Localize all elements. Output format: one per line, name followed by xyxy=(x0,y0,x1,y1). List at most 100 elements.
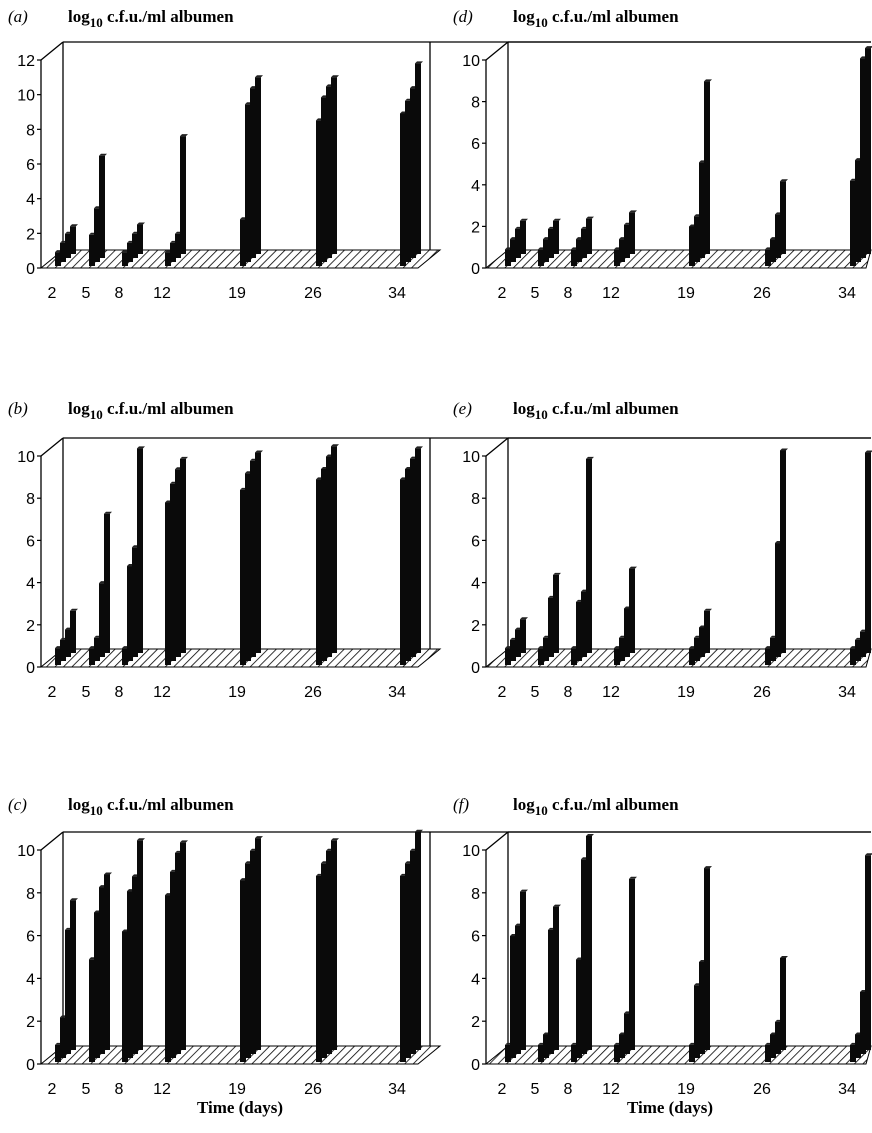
bar-cap xyxy=(180,840,188,843)
bar-cap xyxy=(415,61,423,64)
bar xyxy=(765,648,771,665)
panel-label: (e) xyxy=(453,399,472,418)
x-tick-label: 34 xyxy=(838,285,856,302)
bar xyxy=(624,1013,630,1054)
bar xyxy=(780,181,786,254)
bar xyxy=(689,1044,695,1062)
y-tick-label: 4 xyxy=(26,192,35,209)
bar-cap xyxy=(553,572,561,575)
bar xyxy=(255,838,261,1050)
y-tick-label: 6 xyxy=(26,929,35,946)
bar xyxy=(538,1044,544,1062)
x-tick-label: 8 xyxy=(564,285,573,302)
y-tick-label: 0 xyxy=(26,261,35,278)
bar-cap xyxy=(104,872,112,875)
bar xyxy=(170,483,176,661)
y-tick-label: 0 xyxy=(471,1057,480,1074)
y-tick-label: 10 xyxy=(462,53,480,70)
bar xyxy=(400,113,406,266)
bar xyxy=(865,452,871,653)
bar xyxy=(780,957,786,1050)
panel-label: (f) xyxy=(453,795,469,814)
bar xyxy=(240,489,246,665)
x-tick-label: 26 xyxy=(753,285,771,302)
bar xyxy=(240,219,246,266)
bar xyxy=(576,601,582,661)
bar xyxy=(410,850,416,1054)
bar xyxy=(415,63,421,255)
x-tick-label: 26 xyxy=(304,285,322,302)
x-axis-label-left: Time (days) xyxy=(197,1098,283,1117)
bar xyxy=(316,479,322,665)
bar xyxy=(629,878,635,1050)
x-tick-label: 19 xyxy=(677,684,695,701)
bar xyxy=(99,887,105,1054)
bar-cap xyxy=(137,222,145,225)
bar-cap xyxy=(780,448,788,451)
panel-label: (a) xyxy=(8,7,28,26)
bar xyxy=(321,97,327,262)
x-tick-label: 19 xyxy=(677,285,695,302)
x-tick-label: 19 xyxy=(228,684,246,701)
x-tick-label: 26 xyxy=(304,684,322,701)
y-tick-label: 4 xyxy=(471,971,480,988)
wall-diagonal xyxy=(485,831,509,851)
bar xyxy=(137,840,143,1050)
x-tick-label: 5 xyxy=(531,684,540,701)
bar xyxy=(543,239,549,262)
bar xyxy=(510,936,516,1058)
y-tick-label: 2 xyxy=(471,219,480,236)
bar-cap xyxy=(865,46,872,49)
x-tick-label: 2 xyxy=(498,1081,507,1098)
y-axis-label: log10 c.f.u./ml albumen xyxy=(68,7,234,30)
bar-cap xyxy=(780,179,788,182)
y-tick-label: 4 xyxy=(471,576,480,593)
wall-diagonal xyxy=(40,831,64,851)
bar-cap xyxy=(520,889,528,892)
bar xyxy=(624,224,630,258)
x-tick-label: 8 xyxy=(564,684,573,701)
bar xyxy=(70,610,76,653)
bar xyxy=(180,136,186,254)
bar xyxy=(614,1044,620,1062)
bar xyxy=(770,637,776,661)
y-axis-label: log10 c.f.u./ml albumen xyxy=(513,399,679,422)
x-tick-label: 5 xyxy=(82,684,91,701)
y-tick-label: 6 xyxy=(471,136,480,153)
bar xyxy=(624,608,630,657)
bar-cap xyxy=(629,210,637,213)
bar xyxy=(415,448,421,653)
x-tick-label: 8 xyxy=(115,684,124,701)
bar xyxy=(860,991,866,1054)
bar xyxy=(175,852,181,1054)
bar-cap xyxy=(865,450,872,453)
bar xyxy=(586,458,592,653)
bar xyxy=(132,233,138,258)
bar-cap xyxy=(780,955,788,958)
bar-cap xyxy=(586,216,594,219)
bar-cap xyxy=(104,511,112,514)
bar xyxy=(694,637,700,661)
bar xyxy=(571,249,577,266)
bar xyxy=(581,228,587,258)
bar xyxy=(576,959,582,1058)
chart-panel-d: (d) log10 c.f.u./ml albumen 0 2 4 6 8 10 2 5 8 12 19… xyxy=(453,7,872,302)
x-tick-label: 5 xyxy=(82,1081,91,1098)
bar xyxy=(122,648,128,665)
bar-cap xyxy=(865,853,872,856)
bar xyxy=(619,637,625,661)
bar-cap xyxy=(553,218,561,221)
y-tick-label: 6 xyxy=(26,533,35,550)
y-tick-label: 10 xyxy=(17,449,35,466)
y-tick-label: 4 xyxy=(26,971,35,988)
bar xyxy=(515,925,521,1054)
x-tick-label: 12 xyxy=(602,1081,620,1098)
y-tick-label: 4 xyxy=(471,178,480,195)
x-tick-label: 8 xyxy=(115,285,124,302)
bar xyxy=(180,458,186,653)
bar xyxy=(245,863,251,1058)
bar xyxy=(255,77,261,254)
